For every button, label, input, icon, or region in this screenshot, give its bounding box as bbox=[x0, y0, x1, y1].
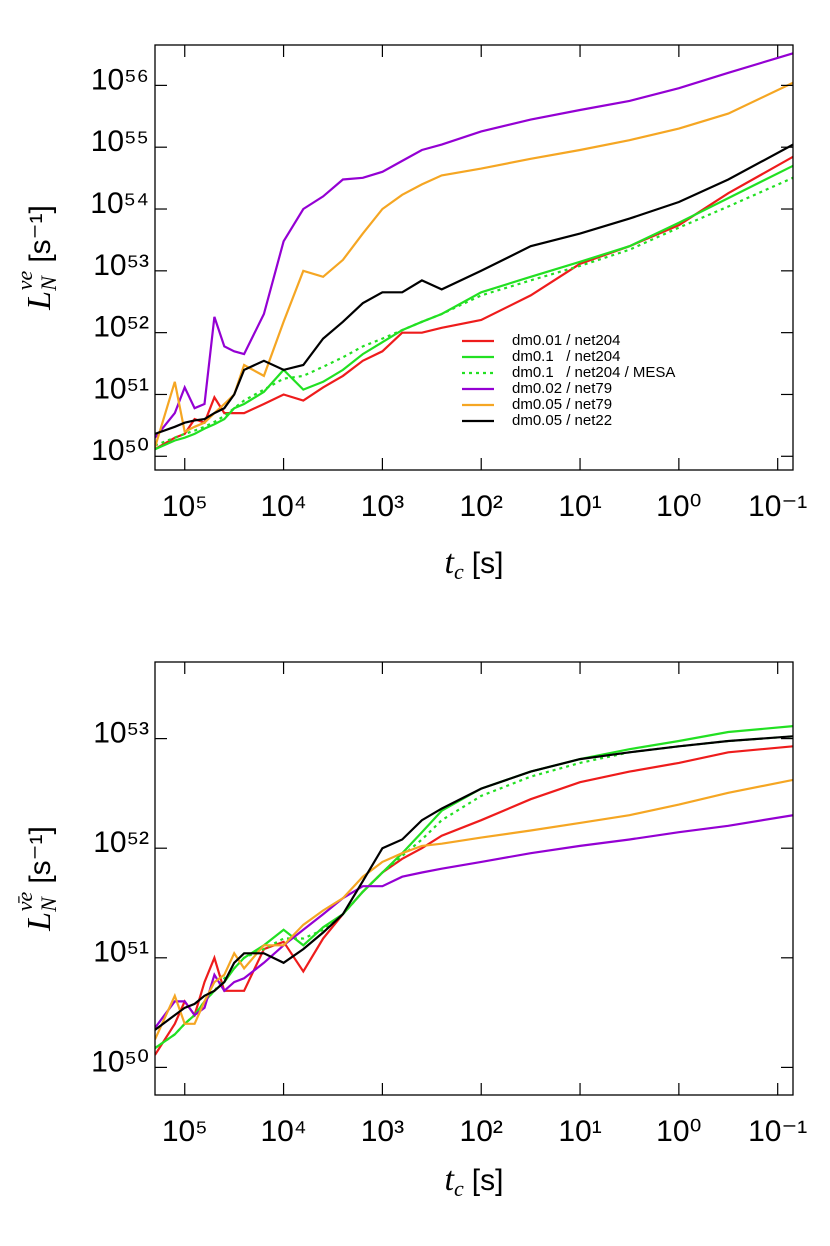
x-axis-label: tc [s] bbox=[445, 544, 504, 584]
label-symbol: L bbox=[21, 291, 58, 311]
label-unit: [s] bbox=[472, 547, 504, 580]
series-line bbox=[155, 52, 793, 439]
x-tick-label: 10¹ bbox=[558, 1115, 601, 1148]
y-tick-label: 10⁵³ bbox=[93, 249, 149, 282]
plot-frame bbox=[154, 661, 794, 1096]
x-tick-label: 10⁴ bbox=[260, 1115, 306, 1148]
panel: 10⁵ 10⁴ 10³ 10² 10¹ 10⁰ 10⁻¹ 10⁵⁰ 10⁵¹ 10⁵² 10⁵³ 10… bbox=[12, 44, 807, 584]
x-tick-label: 10⁴ bbox=[260, 490, 306, 523]
label-sub: c bbox=[454, 559, 464, 584]
label-unit: [s] bbox=[472, 1164, 504, 1197]
series-line bbox=[155, 143, 793, 435]
x-tick-label: 10² bbox=[460, 490, 503, 523]
x-tick-label: 10³ bbox=[361, 1115, 404, 1148]
y-tick-label: 10⁵¹ bbox=[93, 936, 149, 969]
x-tick-label: 10⁵ bbox=[162, 1115, 208, 1148]
y-tick-label: 10⁵² bbox=[93, 311, 149, 344]
label-symbol: t bbox=[445, 1161, 456, 1198]
legend-label: dm0.1 / net204 / MESA bbox=[512, 364, 675, 381]
x-tick-label: 10⁻¹ bbox=[748, 1115, 807, 1148]
y-axis-label: LNνe [s⁻¹] bbox=[12, 205, 61, 311]
legend-label: dm0.1 / net204 bbox=[512, 348, 620, 365]
y-tick-label: 10⁵² bbox=[93, 826, 149, 859]
x-axis-label: tc [s] bbox=[445, 1161, 504, 1201]
series-line bbox=[155, 778, 793, 1040]
y-tick-label: 10⁵¹ bbox=[93, 372, 149, 405]
label-sub: N bbox=[36, 275, 61, 292]
x-tick-label: 10³ bbox=[361, 490, 404, 523]
label-sup: νe bbox=[12, 270, 37, 290]
series-line bbox=[155, 164, 793, 451]
series-group bbox=[155, 52, 793, 451]
y-axis-label: LNν̄e [s⁻¹] bbox=[12, 826, 61, 932]
label-unit: [s⁻¹] bbox=[24, 205, 57, 263]
y-tick-label: 10⁵³ bbox=[93, 717, 149, 750]
x-tick-label: 10² bbox=[460, 1115, 503, 1148]
series-line bbox=[155, 745, 793, 1056]
panel: 10⁵ 10⁴ 10³ 10² 10¹ 10⁰ 10⁻¹ 10⁵⁰ 10⁵¹ 10⁵² 10⁵³ tc… bbox=[12, 661, 807, 1201]
label-unit: [s⁻¹] bbox=[24, 826, 57, 884]
y-tick-label: 10⁵⁶ bbox=[91, 63, 149, 96]
y-tick-label: 10⁵⁰ bbox=[91, 434, 149, 467]
series-line bbox=[155, 814, 793, 1029]
label-sup: ν̄e bbox=[12, 891, 37, 911]
legend-label: dm0.05 / net79 bbox=[512, 396, 612, 413]
label-sub: c bbox=[454, 1176, 464, 1201]
x-tick-label: 10⁵ bbox=[162, 490, 208, 523]
label-symbol: t bbox=[445, 544, 456, 581]
series-group bbox=[155, 725, 793, 1056]
legend-label: dm0.05 / net22 bbox=[512, 412, 612, 429]
legend-label: dm0.01 / net204 bbox=[512, 332, 620, 349]
series-line bbox=[155, 81, 793, 448]
series-line bbox=[155, 176, 793, 447]
label-sub: N bbox=[36, 896, 61, 913]
legend-label: dm0.02 / net79 bbox=[512, 380, 612, 397]
y-tick-label: 10⁵⁰ bbox=[91, 1045, 149, 1078]
x-tick-label: 10⁰ bbox=[656, 490, 701, 523]
series-line bbox=[155, 735, 793, 1031]
y-tick-label: 10⁵⁵ bbox=[91, 125, 149, 158]
x-tick-label: 10¹ bbox=[558, 490, 601, 523]
label-symbol: L bbox=[21, 912, 58, 932]
plot-frame bbox=[154, 44, 794, 471]
y-tick-label: 10⁵⁴ bbox=[90, 187, 149, 220]
series-line bbox=[155, 735, 793, 1050]
series-line bbox=[155, 725, 793, 1050]
x-tick-label: 10⁻¹ bbox=[748, 490, 807, 523]
x-tick-label: 10⁰ bbox=[656, 1115, 701, 1148]
